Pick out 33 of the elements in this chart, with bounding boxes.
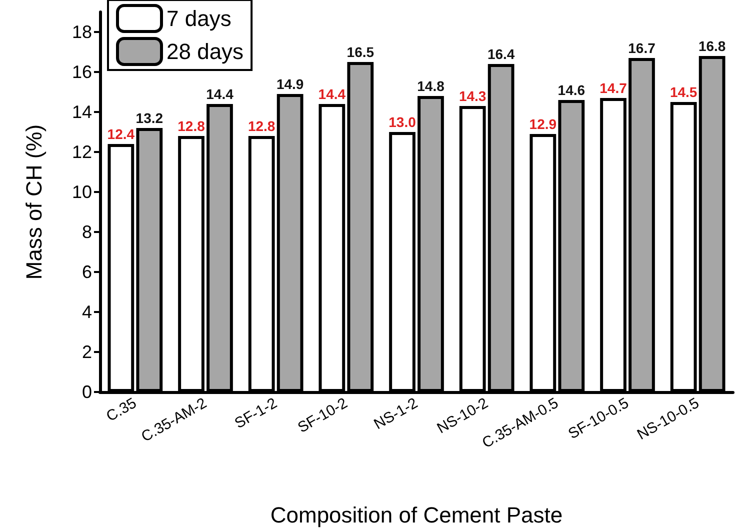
data-label: 16.5	[346, 44, 374, 60]
legend-label: 28 days	[166, 39, 244, 64]
legend-label: 7 days	[166, 6, 232, 31]
y-tick-label: 2	[82, 342, 92, 362]
y-tick-label: 16	[72, 62, 92, 82]
data-label: 16.8	[698, 38, 726, 54]
y-tick-label: 8	[82, 222, 92, 242]
data-label: 14.4	[206, 86, 234, 102]
y-tick-label: 14	[72, 102, 92, 122]
data-label: 12.4	[107, 126, 135, 142]
y-tick-label: 18	[72, 22, 92, 42]
y-axis-title: Mass of CH (%)	[22, 124, 46, 280]
data-label: 16.4	[487, 46, 515, 62]
y-tick-label: 12	[72, 142, 92, 162]
data-label: 13.0	[388, 114, 416, 130]
data-label: 14.7	[600, 80, 628, 96]
data-label: 14.3	[458, 88, 486, 104]
y-tick-label: 0	[82, 382, 92, 402]
data-label: 14.6	[558, 82, 586, 98]
data-label: 14.5	[670, 84, 698, 100]
data-label: 12.8	[248, 118, 276, 134]
y-tick-label: 4	[82, 302, 92, 322]
x-tick-label: C.35	[104, 394, 140, 426]
data-label: 14.4	[318, 86, 346, 102]
data-label: 14.9	[276, 76, 304, 92]
data-label: 16.7	[628, 40, 656, 56]
data-label: 14.8	[417, 78, 445, 94]
data-label: 12.8	[178, 118, 206, 134]
y-tick-label: 10	[72, 182, 92, 202]
data-label: 13.2	[136, 110, 164, 126]
x-axis-title: Composition of Cement Paste	[270, 502, 563, 528]
y-tick-label: 6	[82, 262, 92, 282]
data-label: 12.9	[529, 116, 557, 132]
